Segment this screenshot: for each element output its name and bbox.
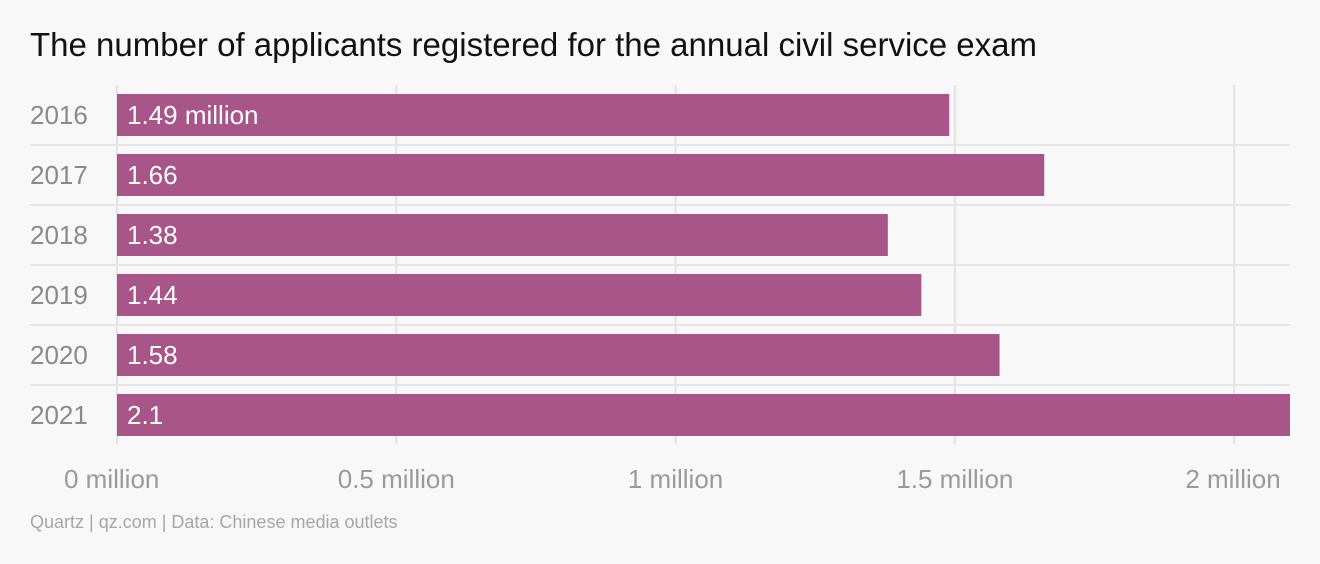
category-labels: 2016 2017 2018 2019 2020 2021 (30, 100, 88, 430)
category-label: 2018 (30, 220, 88, 250)
x-tick-label: 2 million (1185, 464, 1280, 494)
x-tick-label: 1 million (628, 464, 723, 494)
bar-2019 (117, 274, 922, 316)
bars (117, 94, 1290, 436)
bar-2021 (117, 394, 1290, 436)
category-label: 2021 (30, 400, 88, 430)
row-separators (30, 144, 1290, 386)
data-label: 1.49 million (127, 100, 259, 130)
source-note: Quartz | qz.com | Data: Chinese media ou… (30, 512, 398, 532)
category-label: 2017 (30, 160, 88, 190)
bar-2017 (117, 154, 1045, 196)
data-label: 1.38 (127, 220, 178, 250)
x-tick-label: 1.5 million (896, 464, 1013, 494)
data-label: 1.66 (127, 160, 178, 190)
data-label: 1.44 (127, 280, 178, 310)
chart-title: The number of applicants registered for … (30, 26, 1037, 63)
bar-2018 (117, 214, 888, 256)
bar-2016 (117, 94, 950, 136)
data-label: 2.1 (127, 400, 163, 430)
data-label: 1.58 (127, 340, 178, 370)
category-label: 2019 (30, 280, 88, 310)
bar-2020 (117, 334, 1000, 376)
data-labels: 1.49 million 1.66 1.38 1.44 1.58 2.1 (127, 100, 259, 430)
category-label: 2020 (30, 340, 88, 370)
x-axis-tick-labels: 0 million 0.5 million 1 million 1.5 million… (64, 464, 1281, 494)
x-tick-label: 0 million (64, 464, 159, 494)
category-label: 2016 (30, 100, 88, 130)
x-tick-label: 0.5 million (338, 464, 455, 494)
